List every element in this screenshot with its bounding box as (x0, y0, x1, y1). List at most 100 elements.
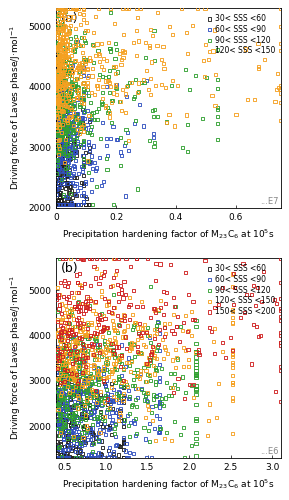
60< SSS <90 (101, 370, 106, 378)
120< SSS <150 (71, 13, 75, 21)
120< SSS <150 (118, 352, 122, 360)
120< SSS <150 (213, 26, 217, 34)
90< SSS <120 (154, 322, 159, 330)
30< SSS <60 (56, 201, 61, 209)
90< SSS <120 (194, 382, 198, 390)
90< SSS <120 (81, 138, 86, 146)
120< SSS <150 (61, 46, 66, 54)
30< SSS <60 (79, 412, 84, 420)
120< SSS <150 (113, 334, 117, 342)
120< SSS <150 (80, 48, 84, 56)
60< SSS <90 (62, 140, 66, 148)
90< SSS <120 (103, 358, 108, 366)
90< SSS <120 (60, 363, 65, 371)
120< SSS <150 (79, 122, 84, 130)
60< SSS <90 (95, 417, 100, 425)
120< SSS <150 (92, 91, 97, 99)
90< SSS <120 (65, 380, 70, 388)
90< SSS <120 (56, 106, 61, 114)
120< SSS <150 (230, 346, 235, 354)
120< SSS <150 (55, 28, 60, 36)
30< SSS <60 (62, 454, 67, 462)
120< SSS <150 (74, 4, 79, 12)
60< SSS <90 (57, 112, 62, 120)
30< SSS <60 (55, 168, 59, 176)
30< SSS <60 (68, 396, 73, 404)
90< SSS <120 (117, 376, 122, 384)
90< SSS <120 (82, 28, 87, 36)
120< SSS <150 (56, 142, 61, 150)
120< SSS <150 (68, 375, 73, 383)
30< SSS <60 (70, 186, 74, 194)
60< SSS <90 (86, 72, 91, 80)
60< SSS <90 (158, 330, 162, 338)
120< SSS <150 (54, 22, 59, 30)
90< SSS <120 (127, 392, 132, 400)
120< SSS <150 (278, 99, 283, 107)
120< SSS <150 (278, 4, 283, 12)
120< SSS <150 (186, 50, 190, 58)
120< SSS <150 (73, 376, 77, 384)
120< SSS <150 (160, 56, 164, 64)
30< SSS <60 (66, 151, 71, 159)
150< SSS <200 (120, 289, 124, 297)
150< SSS <200 (91, 350, 96, 358)
90< SSS <120 (83, 36, 87, 44)
120< SSS <150 (64, 357, 69, 365)
60< SSS <90 (64, 328, 69, 336)
90< SSS <120 (81, 91, 86, 99)
90< SSS <120 (194, 372, 198, 380)
90< SSS <120 (107, 66, 112, 74)
60< SSS <90 (56, 119, 60, 127)
120< SSS <150 (74, 336, 79, 344)
150< SSS <200 (101, 324, 106, 332)
60< SSS <90 (60, 412, 64, 420)
120< SSS <150 (170, 384, 175, 392)
90< SSS <120 (215, 120, 219, 128)
90< SSS <120 (102, 416, 107, 424)
120< SSS <150 (57, 59, 62, 67)
90< SSS <120 (136, 350, 141, 358)
120< SSS <150 (127, 346, 132, 354)
120< SSS <150 (56, 98, 61, 106)
60< SSS <90 (121, 434, 126, 442)
60< SSS <90 (54, 424, 59, 432)
60< SSS <90 (116, 396, 121, 404)
60< SSS <90 (54, 104, 59, 112)
90< SSS <120 (69, 120, 74, 128)
30< SSS <60 (57, 138, 61, 146)
120< SSS <150 (58, 50, 63, 58)
90< SSS <120 (76, 362, 81, 370)
60< SSS <90 (70, 145, 75, 153)
60< SSS <90 (55, 102, 60, 110)
60< SSS <90 (67, 119, 71, 127)
60< SSS <90 (127, 448, 132, 456)
60< SSS <90 (73, 412, 77, 420)
60< SSS <90 (68, 372, 73, 380)
60< SSS <90 (66, 144, 71, 152)
90< SSS <120 (72, 138, 76, 146)
150< SSS <200 (58, 328, 63, 336)
60< SSS <90 (74, 424, 79, 432)
30< SSS <60 (60, 454, 64, 462)
90< SSS <120 (118, 162, 123, 170)
60< SSS <90 (154, 392, 159, 400)
60< SSS <90 (109, 419, 114, 427)
30< SSS <60 (70, 408, 75, 416)
60< SSS <90 (59, 122, 64, 130)
60< SSS <90 (158, 398, 162, 406)
30< SSS <60 (76, 142, 81, 150)
30< SSS <60 (61, 448, 66, 456)
30< SSS <60 (77, 442, 82, 450)
120< SSS <150 (74, 94, 79, 102)
90< SSS <120 (81, 346, 85, 354)
60< SSS <90 (63, 141, 68, 149)
30< SSS <60 (59, 88, 63, 96)
120< SSS <150 (65, 4, 69, 12)
60< SSS <90 (114, 408, 118, 416)
30< SSS <60 (65, 201, 69, 209)
120< SSS <150 (145, 360, 150, 368)
120< SSS <150 (278, 46, 283, 54)
60< SSS <90 (73, 190, 78, 198)
150< SSS <200 (97, 280, 101, 287)
